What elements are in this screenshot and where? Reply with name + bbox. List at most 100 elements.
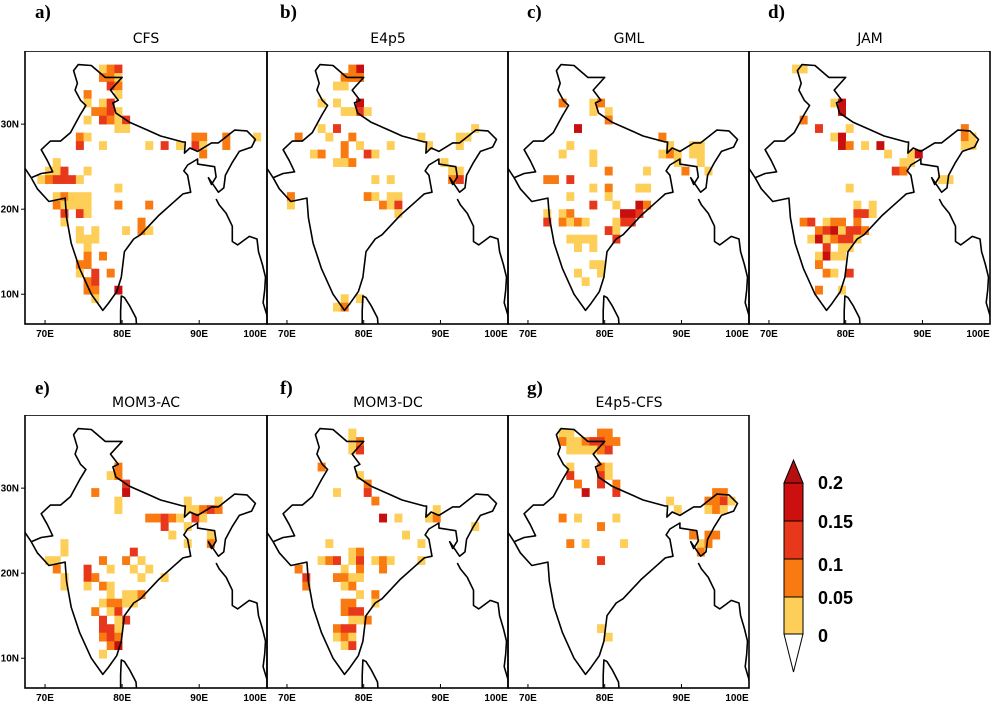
grid-cell [122, 556, 131, 565]
grid-cell [417, 132, 426, 142]
grid-cell [597, 428, 606, 438]
grid-cell [704, 539, 713, 548]
grid-cell [83, 98, 92, 108]
grid-cell [183, 496, 192, 506]
grid-cell [719, 488, 728, 497]
grid-cell [815, 226, 823, 236]
grid-cell [106, 107, 115, 116]
grid-cell [712, 505, 721, 514]
grid-cell [704, 505, 713, 514]
grid-cell [635, 209, 644, 218]
grid-cell [815, 251, 823, 261]
grid-cell [60, 539, 69, 548]
grid-cell [52, 564, 61, 574]
grid-cell [114, 505, 123, 514]
grid-cell [543, 175, 552, 184]
grid-cell [612, 226, 621, 236]
lon-tick-label: 100E [966, 329, 990, 340]
grid-cell [448, 175, 457, 184]
lon-tick-label: 80E [837, 329, 855, 340]
grid-cell [815, 234, 823, 244]
panel-letter: a) [35, 2, 51, 23]
grid-cell [91, 226, 100, 236]
grid-cell [394, 513, 403, 523]
grid-cell [589, 445, 598, 455]
grid-cell [845, 268, 854, 278]
grid-cell [91, 234, 100, 244]
grid-cell [604, 445, 613, 455]
map-panel-cfs: 70E 80E 90E 100E 10N 20N 30N [1, 51, 268, 340]
lon-tick-label: 70E [760, 329, 778, 340]
sri-lanka-outline [843, 295, 861, 324]
lon-tick-label: 90E [432, 329, 450, 340]
grid-cell [60, 209, 69, 218]
grid-cell [455, 166, 464, 176]
grid-cell [348, 624, 357, 634]
grid-cell [340, 302, 349, 312]
colorbar-bin-0.15-0.2 [783, 482, 804, 522]
map-frame [266, 51, 509, 325]
grid-cell [689, 530, 698, 540]
grid-cell [386, 192, 395, 201]
grid-cell [791, 64, 800, 74]
lat-tick-label: 20N [1, 205, 19, 216]
grid-cell [581, 217, 590, 227]
grid-cell [543, 209, 552, 218]
grid-cell [597, 556, 606, 565]
grid-cell [168, 513, 177, 523]
grid-cell [60, 581, 69, 591]
grid-cell [566, 141, 575, 150]
grid-cell [845, 141, 854, 150]
grid-cell [340, 73, 349, 82]
grid-cell [394, 209, 403, 218]
grid-cell [604, 437, 613, 446]
lon-tick-label: 90E [673, 693, 691, 704]
grid-cell [145, 200, 154, 210]
grid-cell [356, 547, 365, 557]
grid-cell [363, 149, 372, 159]
grid-cell [191, 141, 200, 150]
grid-cell [114, 115, 123, 125]
grid-cell [566, 175, 575, 184]
grid-cell [145, 141, 154, 150]
colorbar-bin-0-0.05 [783, 596, 804, 635]
lon-tick-label: 70E [36, 693, 54, 704]
grid-cell [815, 260, 823, 270]
grid-cell [558, 428, 567, 438]
grid-cell [673, 149, 682, 159]
grid-cell [455, 132, 464, 142]
grid-cell [861, 209, 870, 218]
grid-cell [830, 251, 839, 261]
grid-cell [448, 166, 457, 176]
grid-cell [114, 124, 123, 133]
grid-cell [799, 217, 808, 227]
grid-cell [597, 522, 606, 531]
grid-cell [60, 175, 69, 184]
grid-cell [884, 149, 893, 159]
grid-cell [83, 115, 92, 125]
grid-cell [471, 522, 480, 531]
grid-cell [455, 175, 464, 184]
grid-cell [845, 124, 854, 133]
grid-cell [574, 513, 582, 523]
grid-cell [106, 268, 115, 278]
grid-cell [830, 132, 839, 142]
colorbar-over-triangle [783, 458, 804, 484]
grid-cell [114, 81, 123, 91]
grid-cell [145, 564, 154, 574]
lon-tick-label: 70E [519, 693, 537, 704]
grid-cell [75, 132, 84, 142]
pakistan-coast [508, 531, 515, 543]
grid-cell [822, 251, 831, 261]
grid-cell [348, 445, 357, 455]
grid-cell [333, 98, 341, 108]
india-outline [30, 63, 257, 312]
grid-cell [822, 268, 831, 278]
grid-cell [176, 513, 185, 523]
grid-cell [597, 471, 606, 480]
grid-cell [830, 98, 839, 108]
grid-cell [191, 132, 200, 142]
grid-cell [581, 277, 590, 287]
grid-cell [597, 260, 606, 270]
lon-tick-label: 70E [519, 329, 537, 340]
